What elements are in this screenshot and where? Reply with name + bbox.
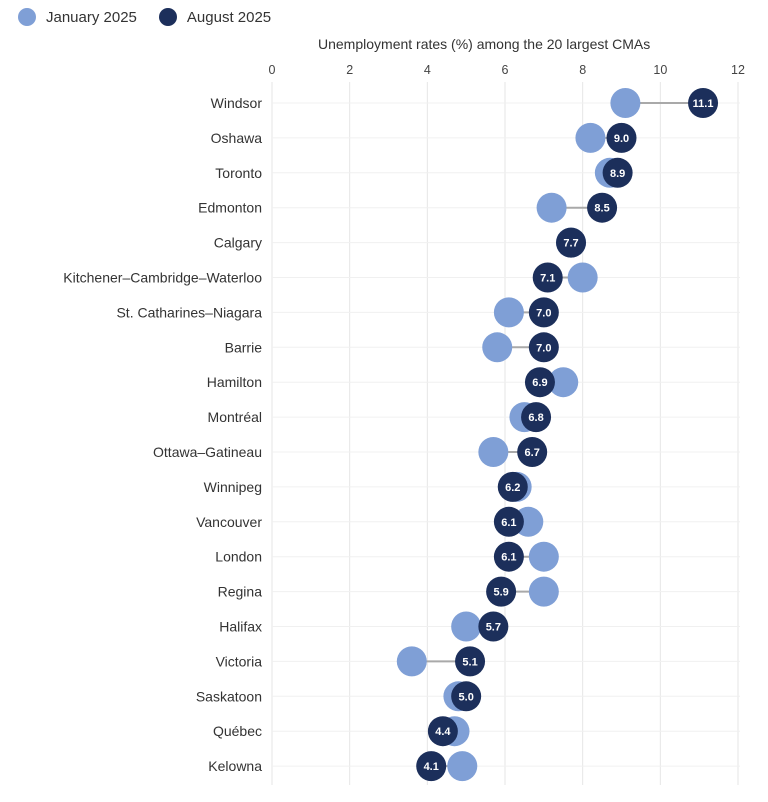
tick-label-2: 2 xyxy=(346,63,353,77)
point-august xyxy=(606,122,637,153)
value-label-august: 6.1 xyxy=(501,517,516,529)
tick-label-6: 6 xyxy=(502,63,509,77)
value-label-august: 5.9 xyxy=(493,587,508,599)
category-label: Kelowna xyxy=(208,758,262,774)
point-august xyxy=(486,576,517,607)
point-august xyxy=(602,157,633,188)
value-label-august: 8.9 xyxy=(610,168,625,180)
tick-label-10: 10 xyxy=(653,63,667,77)
point-august xyxy=(497,471,528,502)
category-label: Victoria xyxy=(216,653,263,669)
point-august xyxy=(528,332,559,363)
value-label-august: 5.0 xyxy=(459,691,474,703)
category-label: St. Catharines–Niagara xyxy=(116,304,262,320)
category-label: Oshawa xyxy=(211,130,263,146)
value-label-august: 6.7 xyxy=(525,447,540,459)
value-label-august: 9.0 xyxy=(614,133,629,145)
point-january xyxy=(493,297,524,328)
value-label-august: 5.7 xyxy=(486,622,501,634)
category-label: Ottawa–Gatineau xyxy=(153,444,262,460)
value-label-august: 6.1 xyxy=(501,552,516,564)
point-august xyxy=(528,297,559,328)
category-label: Regina xyxy=(218,584,263,600)
value-label-august: 4.4 xyxy=(435,726,451,738)
value-label-august: 7.0 xyxy=(536,342,551,354)
category-label: Halifax xyxy=(219,619,262,635)
tick-label-12: 12 xyxy=(731,63,745,77)
category-label: Saskatoon xyxy=(196,688,262,704)
point-august xyxy=(688,88,719,118)
legend-label-august: August 2025 xyxy=(186,8,272,26)
value-label-august: 7.0 xyxy=(536,307,551,319)
category-label: Barrie xyxy=(225,339,263,355)
value-label-august: 7.7 xyxy=(563,238,578,250)
value-label-august: 6.8 xyxy=(528,412,543,424)
chart-title: Unemployment rates (%) among the 20 larg… xyxy=(318,36,651,52)
value-label-august: 6.9 xyxy=(532,377,547,389)
point-august xyxy=(524,367,555,398)
category-label: Calgary xyxy=(214,235,262,251)
point-january xyxy=(528,576,559,607)
point-august xyxy=(517,437,548,467)
category-label: London xyxy=(215,549,262,565)
legend-dot-january xyxy=(18,8,36,26)
point-january xyxy=(528,541,559,572)
category-label: Vancouver xyxy=(196,514,262,530)
category-label: Hamilton xyxy=(207,374,262,390)
point-january xyxy=(478,437,509,467)
point-january xyxy=(548,367,579,398)
point-january xyxy=(451,611,482,642)
value-label-august: 5.1 xyxy=(462,656,477,668)
point-august xyxy=(451,681,482,712)
point-january xyxy=(575,122,606,153)
legend-label-january: January 2025 xyxy=(46,8,137,26)
category-label: Windsor xyxy=(211,95,263,111)
value-label-august: 4.1 xyxy=(424,761,439,773)
legend-item-august[interactable]: August 2025 xyxy=(158,8,272,26)
tick-label-4: 4 xyxy=(424,63,431,77)
category-label: Kitchener–Cambridge–Waterloo xyxy=(63,270,262,286)
category-label: Québec xyxy=(213,723,262,739)
legend: January 2025 August 2025 xyxy=(18,8,293,26)
point-january xyxy=(396,646,427,677)
legend-dot-august xyxy=(158,8,177,26)
point-january xyxy=(447,751,478,782)
category-label: Winnipeg xyxy=(204,479,262,495)
point-august xyxy=(521,402,552,433)
value-label-august: 7.1 xyxy=(540,273,555,285)
point-august xyxy=(455,646,486,677)
point-august xyxy=(416,751,447,782)
value-label-august: 11.1 xyxy=(693,98,714,110)
category-label: Edmonton xyxy=(198,200,262,216)
point-august xyxy=(493,541,524,572)
point-august xyxy=(532,262,563,293)
category-label: Toronto xyxy=(215,165,262,181)
tick-label-8: 8 xyxy=(579,63,586,77)
category-label: Montréal xyxy=(208,409,262,425)
point-august xyxy=(556,227,587,258)
tick-label-0: 0 xyxy=(269,63,276,77)
point-january xyxy=(567,262,598,293)
point-august xyxy=(587,192,618,223)
point-january xyxy=(536,192,567,223)
point-january xyxy=(610,88,641,118)
point-august xyxy=(493,506,524,537)
legend-item-january[interactable]: January 2025 xyxy=(18,8,137,26)
point-august xyxy=(478,611,509,642)
point-august xyxy=(427,716,458,747)
value-label-august: 6.2 xyxy=(505,482,520,494)
value-label-august: 8.5 xyxy=(594,203,609,215)
point-january xyxy=(482,332,513,363)
